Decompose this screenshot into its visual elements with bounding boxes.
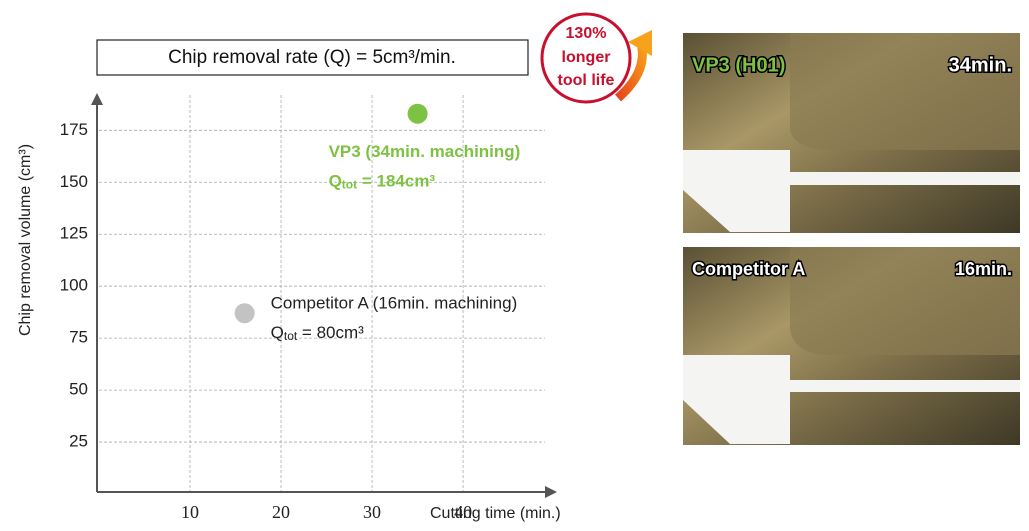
- point-label: Competitor A (16min. machining): [271, 294, 518, 313]
- title-box: [96, 39, 529, 76]
- callout-circle: [540, 12, 632, 104]
- point-total-part: tot: [342, 178, 357, 192]
- point-label: VP3 (34min. machining): [329, 142, 521, 161]
- photo-time: 34min.: [949, 54, 1012, 76]
- callout-text: 130%: [566, 25, 607, 42]
- point-total-part: tot: [284, 329, 298, 343]
- point-total-part: = 80cm³: [297, 324, 364, 343]
- plot: 25 50 75 100 125 150 175 10 20 30 40 VP3 (34min. ma…: [60, 93, 557, 522]
- photo: Competitor A 16min.: [683, 247, 1020, 445]
- point-total: Qtot = 184cm³: [329, 172, 436, 192]
- data-point: [407, 103, 428, 124]
- point-total-part: Q: [271, 324, 284, 343]
- point-total-part: = 184cm³: [357, 172, 435, 191]
- callout-arrowhead: [628, 30, 652, 56]
- photo: VP3 (H01) 34min.: [683, 33, 1020, 233]
- x-tick-label: 10: [181, 502, 199, 522]
- callout-text: longer: [562, 49, 611, 66]
- chart-title: Chip removal rate (Q) = 5cm³/min.: [168, 47, 456, 68]
- y-tick-label: 125: [60, 224, 88, 243]
- y-axis-label: Chip removal volume (cm³): [17, 144, 34, 336]
- photo-time: 16min.: [955, 259, 1012, 279]
- x-axis-arrow: [545, 486, 557, 498]
- data-point: [234, 303, 255, 324]
- x-tick-label: 40: [454, 502, 472, 522]
- y-tick-label: 150: [60, 172, 88, 191]
- y-tick-label: 25: [69, 432, 88, 451]
- y-tick-label: 75: [69, 328, 88, 347]
- point-total-part: Q: [329, 172, 342, 191]
- point-total: Qtot = 80cm³: [271, 324, 365, 344]
- x-tick-label: 20: [272, 502, 290, 522]
- y-tick-label: 175: [60, 120, 88, 139]
- y-tick-label: 100: [60, 276, 88, 295]
- callout-text: tool life: [558, 72, 615, 89]
- photo-label: Competitor A: [692, 259, 805, 279]
- photo-label: VP3 (H01): [692, 54, 785, 76]
- y-tick-label: 50: [69, 380, 88, 399]
- x-tick-label: 30: [363, 502, 381, 522]
- y-axis-arrow: [91, 93, 103, 105]
- x-axis-label: Cutting time (min.): [430, 505, 561, 522]
